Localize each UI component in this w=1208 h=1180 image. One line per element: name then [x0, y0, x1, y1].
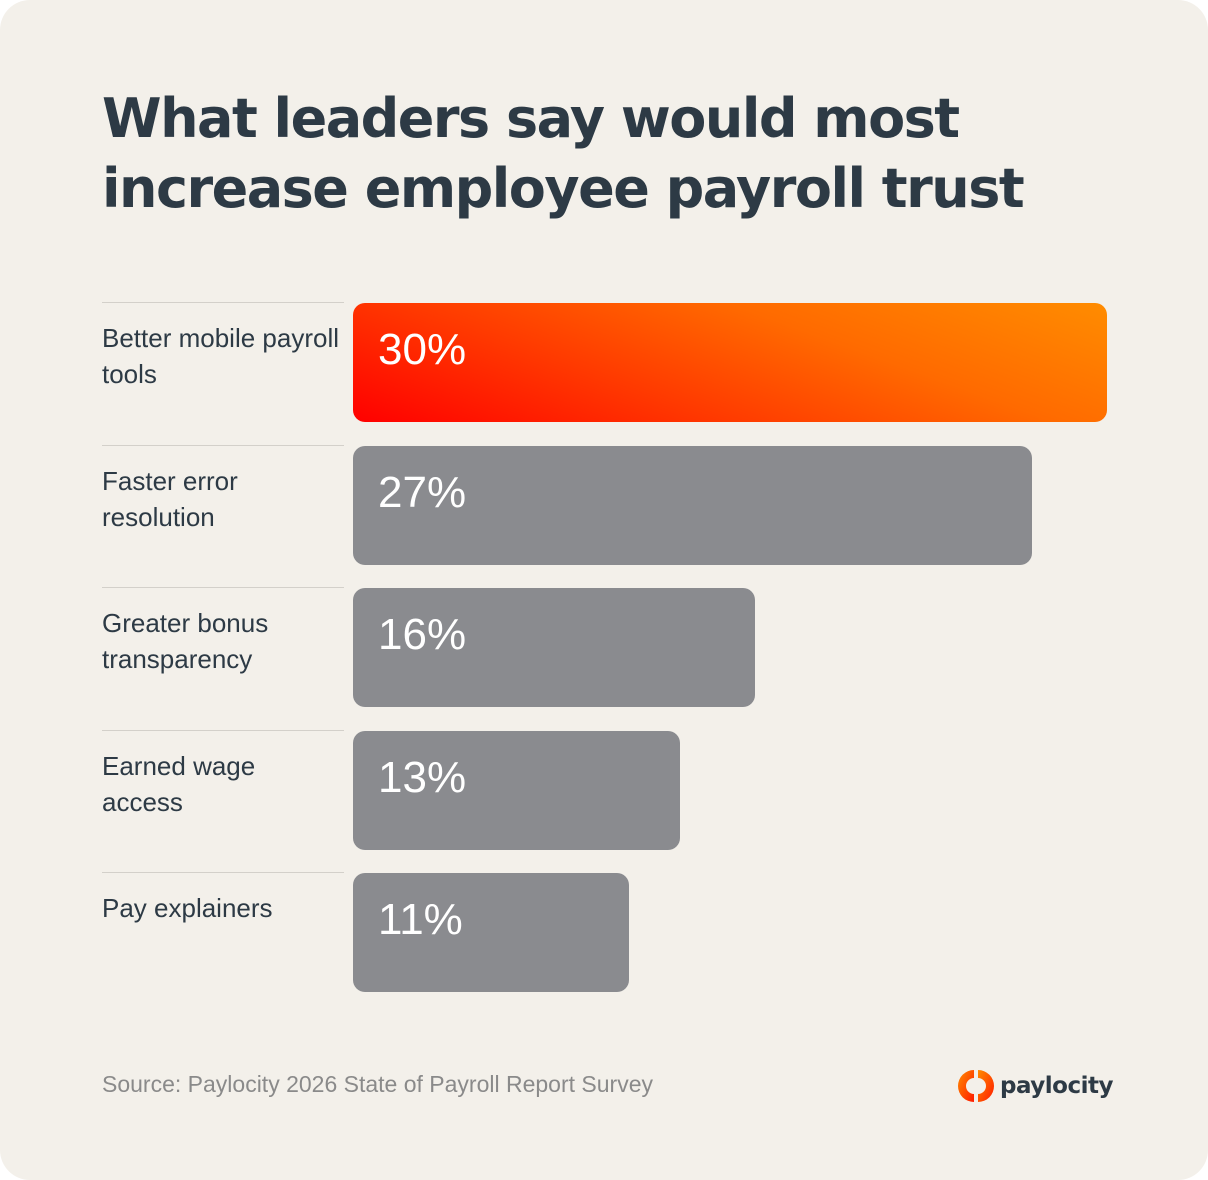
data-label: 13% [378, 752, 467, 802]
data-label: 27% [378, 467, 467, 517]
data-label: 16% [378, 610, 467, 660]
data-label: 11% [378, 895, 463, 945]
source-note: Source: Paylocity 2026 State of Payroll … [102, 1071, 654, 1097]
data-label: 30% [378, 325, 467, 374]
paylocity-logo: paylocity [958, 1068, 1113, 1104]
row-divider [102, 729, 344, 731]
category-label: Greater bonus transparency [102, 608, 269, 675]
bar: 16% [353, 588, 756, 708]
row-divider [102, 587, 344, 589]
bar: 27% [353, 445, 1032, 565]
bar: 11% [353, 873, 630, 993]
category-label: Earned wage access [102, 750, 256, 817]
paylocity-logo-icon [958, 1070, 994, 1102]
row-divider [102, 444, 344, 446]
category-label: Faster error resolution [102, 465, 238, 532]
bar: 13% [353, 730, 680, 850]
logo-text: paylocity [1000, 1073, 1113, 1099]
row-divider [102, 302, 344, 303]
category-label: Better mobile payroll tools [102, 323, 339, 389]
bar: 30% [353, 303, 1107, 422]
chart-title: What leaders say would most increase emp… [102, 87, 1025, 220]
category-label: Pay explainers [102, 893, 273, 924]
row-divider [102, 872, 344, 874]
